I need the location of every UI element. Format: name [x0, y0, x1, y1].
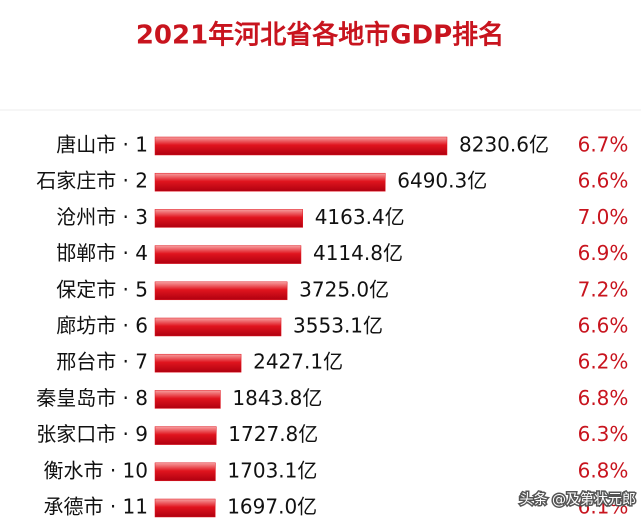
growth-label: 6.8%	[578, 386, 629, 410]
value-label: 1843.8亿	[232, 386, 322, 410]
watermark: 头条 @及第状元郎	[520, 491, 636, 508]
category-label: 邢台市 · 7	[56, 350, 148, 374]
category-label: 张家口市 · 9	[36, 422, 148, 446]
growth-label: 6.8%	[578, 458, 629, 482]
bar	[154, 426, 217, 445]
bar	[154, 317, 282, 337]
growth-label: 7.2%	[578, 277, 629, 301]
value-label: 1727.8亿	[228, 422, 318, 446]
growth-label: 6.6%	[578, 169, 629, 193]
growth-label: 6.7%	[578, 133, 629, 157]
chart-title: 2021年河北省各地市GDP排名	[136, 20, 504, 51]
value-label: 3553.1亿	[293, 314, 383, 338]
bar	[154, 353, 242, 373]
growth-label: 6.1%	[578, 495, 629, 519]
category-label: 廊坊市 · 6	[56, 314, 148, 338]
category-label: 石家庄市 · 2	[36, 169, 148, 193]
value-label: 4114.8亿	[313, 241, 403, 265]
growth-label: 7.0%	[578, 205, 629, 229]
value-label: 8230.6亿	[459, 133, 549, 157]
category-label: 秦皇岛市 · 8	[36, 386, 148, 410]
growth-label: 6.3%	[578, 422, 629, 446]
growth-label: 6.6%	[578, 314, 629, 338]
category-label: 承德市 · 11	[43, 495, 148, 519]
bar	[154, 245, 302, 264]
category-label: 沧州市 · 3	[56, 205, 148, 229]
category-label: 保定市 · 5	[56, 277, 148, 301]
bar	[154, 281, 288, 301]
bar	[154, 172, 386, 192]
category-label: 唐山市 · 1	[56, 133, 148, 157]
bar	[154, 462, 216, 482]
bar	[154, 209, 303, 228]
bar	[154, 498, 216, 518]
value-label: 4163.4亿	[315, 205, 405, 229]
bar	[154, 390, 221, 409]
bar	[154, 136, 448, 156]
growth-label: 6.9%	[578, 241, 629, 265]
value-label: 6490.3亿	[397, 169, 487, 193]
growth-label: 6.2%	[578, 350, 629, 374]
category-label: 邯郸市 · 4	[56, 241, 148, 265]
value-label: 3725.0亿	[299, 277, 389, 301]
value-label: 1703.1亿	[227, 458, 317, 482]
value-label: 2427.1亿	[253, 350, 343, 374]
value-label: 1697.0亿	[227, 495, 317, 519]
category-label: 衡水市 · 10	[43, 458, 148, 482]
